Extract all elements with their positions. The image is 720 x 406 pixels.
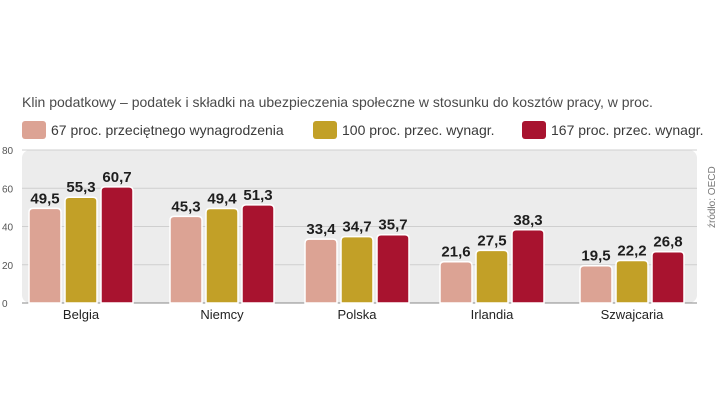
legend-label-1: 67 proc. przeciętnego wynagrodzenia — [51, 122, 284, 138]
data-label-polska-s1: 33,4 — [306, 221, 336, 238]
y-tick-label-0: 0 — [2, 299, 8, 310]
y-tick-label-60: 60 — [2, 184, 14, 195]
data-label-belgia-s2: 55,3 — [66, 179, 95, 196]
category-label-niemcy: Niemcy — [200, 307, 244, 322]
bar-belgia-s2 — [64, 196, 98, 304]
bar-niemcy-s2 — [205, 207, 239, 304]
bar-irlandia-s2 — [475, 249, 509, 304]
bar-irlandia-s1 — [439, 260, 473, 304]
bar-niemcy-s1 — [169, 215, 203, 304]
bar-szwajcaria-s3 — [651, 250, 685, 304]
legend-label-3: 167 proc. przec. wynagr. — [551, 122, 704, 138]
legend-swatch-2 — [313, 121, 337, 139]
legend-swatch-3 — [522, 121, 546, 139]
bar-belgia-s1 — [28, 207, 62, 304]
legend-label-2: 100 proc. przec. wynagr. — [342, 122, 495, 138]
bar-szwajcaria-s1 — [579, 264, 613, 304]
y-tick-label-80: 80 — [2, 146, 14, 157]
data-label-polska-s3: 35,7 — [378, 217, 407, 234]
data-label-niemcy-s3: 51,3 — [243, 187, 272, 204]
legend-swatch-1 — [22, 121, 46, 139]
data-label-niemcy-s2: 49,4 — [207, 191, 237, 208]
data-label-szwajcaria-s3: 26,8 — [653, 234, 682, 251]
y-tick-label-40: 40 — [2, 223, 14, 234]
bar-polska-s3 — [376, 233, 410, 304]
bar-polska-s1 — [304, 238, 338, 304]
bar-polska-s2 — [340, 235, 374, 304]
legend-item-2: 100 proc. przec. wynagr. — [313, 121, 495, 139]
bar-irlandia-s3 — [511, 229, 545, 304]
data-label-szwajcaria-s2: 22,2 — [617, 243, 646, 260]
legend-item-1: 67 proc. przeciętnego wynagrodzenia — [22, 121, 284, 139]
data-label-szwajcaria-s1: 19,5 — [581, 248, 610, 265]
data-label-niemcy-s1: 45,3 — [171, 198, 200, 215]
data-label-belgia-s1: 49,5 — [30, 190, 59, 207]
category-label-polska: Polska — [337, 307, 377, 322]
bar-szwajcaria-s2 — [615, 259, 649, 304]
data-label-polska-s2: 34,7 — [342, 219, 371, 236]
y-tick-label-20: 20 — [2, 261, 14, 272]
category-label-irlandia: Irlandia — [471, 307, 514, 322]
source-note: źródło: OECD — [707, 166, 718, 228]
bar-belgia-s3 — [100, 186, 134, 304]
data-label-irlandia-s2: 27,5 — [477, 232, 506, 249]
category-label-belgia: Belgia — [63, 307, 100, 322]
bar-niemcy-s3 — [241, 204, 275, 304]
data-label-irlandia-s1: 21,6 — [441, 244, 470, 261]
legend: 67 proc. przeciętnego wynagrodzenia 100 … — [0, 121, 720, 145]
chart-subtitle: Klin podatkowy – podatek i składki na ub… — [22, 94, 653, 110]
data-label-irlandia-s3: 38,3 — [513, 212, 542, 229]
category-label-szwajcaria: Szwajcaria — [601, 307, 665, 322]
legend-item-3: 167 proc. przec. wynagr. — [522, 121, 704, 139]
data-label-belgia-s3: 60,7 — [102, 169, 131, 186]
